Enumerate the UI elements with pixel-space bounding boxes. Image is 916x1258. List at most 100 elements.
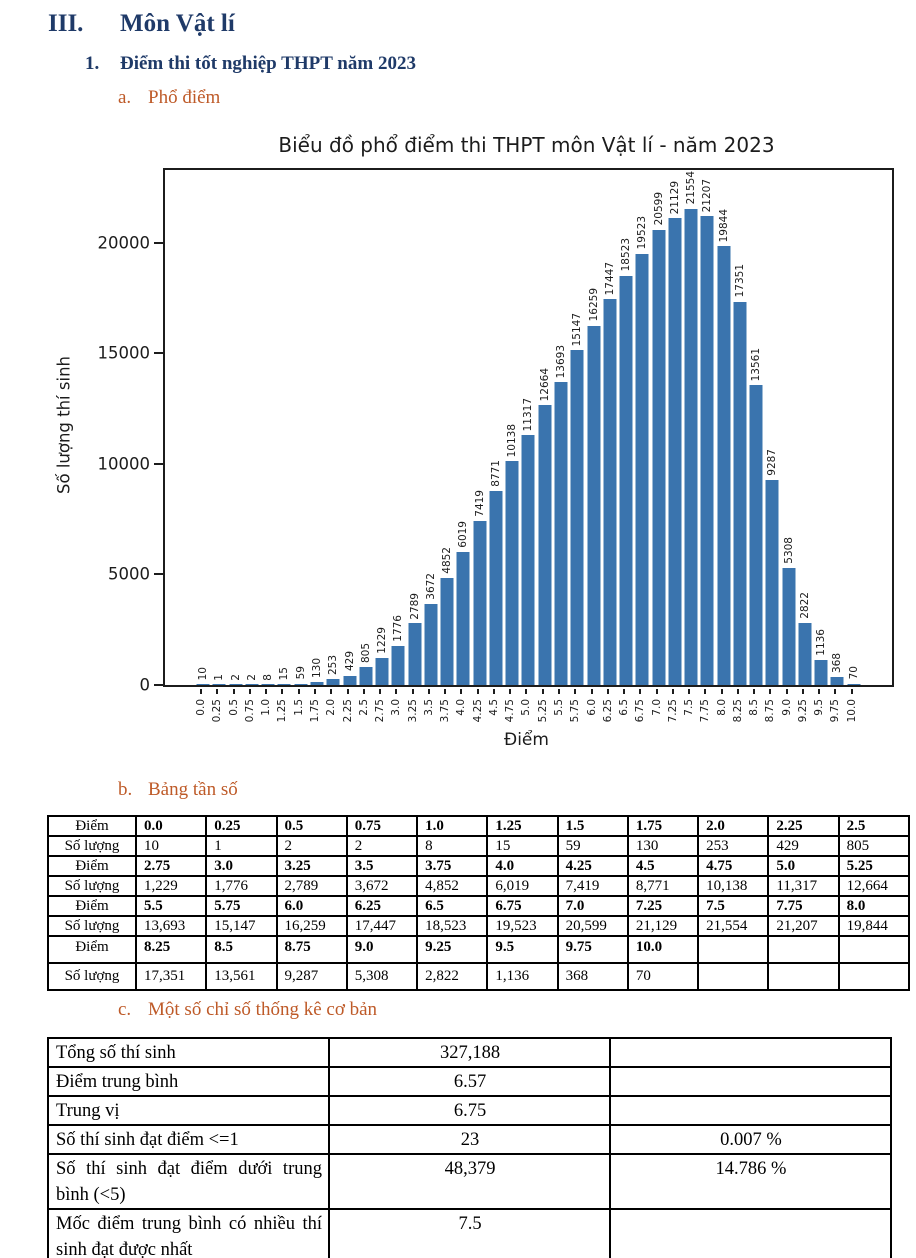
y-tick-mark: [154, 573, 163, 576]
freq-count-row: Số lượng 10 1 2 2 8 15 59 130 253 429 805: [47, 835, 911, 857]
bar: [245, 684, 259, 685]
freq-count-cell: 8: [416, 835, 489, 857]
stats-label-cell: Tổng số thí sinh: [47, 1037, 330, 1068]
freq-score-cell: 9.0: [345, 935, 419, 964]
bar-column: 7419: [472, 170, 488, 685]
bar-value-label: 10: [196, 667, 209, 681]
bar-column: 59: [293, 170, 309, 685]
freq-count-cell: 15: [486, 835, 559, 857]
bar-column: 21207: [699, 170, 715, 685]
x-tick: 0.0: [193, 689, 209, 745]
x-tick: 8.25: [730, 689, 746, 745]
freq-count-cell: 9,287: [275, 962, 348, 991]
bar-value-label: 19523: [636, 216, 649, 250]
x-tick-label: 7.5: [682, 699, 695, 716]
x-tick: 8.0: [714, 689, 730, 745]
x-tick: 1.0: [258, 689, 274, 745]
freq-score-cell: 8.25: [134, 935, 208, 964]
bar-value-label: 19844: [717, 209, 730, 243]
freq-count-cell: 16,259: [275, 915, 348, 937]
freq-score-row: Điểm 5.5 5.75 6.0 6.25 6.5 6.75 7.0 7.25 7.5 7.75 8…: [47, 895, 911, 917]
bar: [830, 676, 844, 685]
bar-column: 1776: [390, 170, 406, 685]
stats-percent-cell: [609, 1066, 892, 1097]
freq-score-cell: 8.5: [205, 935, 278, 964]
bar: [326, 679, 340, 685]
bar: [538, 405, 552, 685]
bar-value-label: 21129: [668, 180, 681, 214]
x-tick-label: 4.25: [471, 699, 484, 723]
bar-column: 19523: [634, 170, 650, 685]
frequency-table: Điểm 0.0 0.25 0.5 0.75 1.0 1.25 1.5 1.75 2.0 2.25 2…: [47, 815, 911, 991]
bar-value-label: 21207: [701, 178, 714, 213]
x-tick-label: 4.75: [503, 699, 516, 723]
freq-count-cell: 1: [205, 835, 278, 857]
bar-value-label: 1: [213, 673, 226, 681]
x-tick: 8.5: [746, 689, 762, 745]
freq-count-cell: 253: [697, 835, 770, 857]
x-tick-mark: [801, 689, 804, 694]
x-tick-label: 2.0: [325, 699, 337, 716]
freq-score-cell: 5.25: [837, 855, 911, 877]
x-tick: 5.75: [567, 689, 583, 745]
x-tick-label: 4.5: [487, 699, 500, 716]
freq-count-cell: 13,693: [134, 915, 208, 937]
x-tick: 2.5: [356, 689, 372, 745]
stats-percent-cell: [609, 1095, 892, 1126]
bar-column: 429: [341, 170, 357, 685]
x-tick: 7.25: [665, 689, 681, 745]
chart-x-ticks: 0.0 0.25 0.5 0.75 1.0 1.25 1.5 1.75 2.0 2.25 2.5 2.…: [193, 689, 860, 745]
freq-score-cell: 1.75: [626, 815, 700, 837]
freq-score-cell: 2.5: [837, 815, 911, 837]
bar-column: 18523: [618, 170, 634, 685]
x-tick-mark: [248, 689, 251, 694]
bar-column: 5308: [781, 170, 797, 685]
x-tick: 3.0: [388, 689, 404, 745]
freq-count-cell: 2,789: [275, 875, 348, 897]
y-tick-label: 5000: [108, 564, 150, 584]
x-tick: 1.75: [307, 689, 323, 745]
bar-value-label: 130: [310, 658, 323, 679]
x-tick-label: 6.25: [601, 699, 614, 723]
freq-count-cell: 805: [837, 835, 911, 857]
x-tick-mark: [411, 689, 414, 694]
freq-count-cell: 3,672: [345, 875, 419, 897]
stats-value-cell: 23: [328, 1124, 611, 1155]
freq-score-cell: 3.0: [205, 855, 278, 877]
bar: [749, 385, 763, 685]
bar-column: 9287: [764, 170, 780, 685]
bar-column: 8: [260, 170, 276, 685]
x-tick-mark: [476, 689, 479, 694]
x-tick-label: 5.25: [536, 699, 549, 723]
freq-score-cell: 8.75: [275, 935, 348, 964]
freq-count-cell: 12,664: [837, 875, 911, 897]
item-a-title: Phổ điểm: [148, 87, 221, 108]
freq-score-cell: 6.5: [416, 895, 489, 917]
freq-count-cell: 1,229: [134, 875, 208, 897]
x-tick-label: 8.5: [747, 699, 760, 716]
x-tick-mark: [232, 689, 235, 694]
freq-count-cell: 8,771: [626, 875, 700, 897]
freq-count-cell: 10: [134, 835, 208, 857]
bar: [489, 491, 503, 685]
bar: [603, 299, 617, 685]
bar-value-label: 6019: [457, 521, 470, 548]
bar: [635, 253, 649, 685]
x-tick-mark: [444, 689, 447, 694]
freq-score-cell: 6.75: [486, 895, 559, 917]
bar-column: 1136: [813, 170, 829, 685]
y-tick-label: 10000: [97, 454, 151, 474]
x-tick: 9.25: [795, 689, 811, 745]
freq-score-row: Điểm 8.25 8.5 8.75 9.0 9.25 9.5 9.75 10.0: [47, 935, 911, 964]
bar-column: 16259: [585, 170, 601, 685]
freq-count-row: Số lượng 1,229 1,776 2,789 3,672 4,852 6,019 7,…: [47, 875, 911, 897]
x-tick-label: 7.75: [699, 699, 712, 723]
x-tick-label: 2.25: [341, 699, 354, 723]
stats-value-cell: 6.75: [328, 1095, 611, 1126]
bar-column: 21554: [683, 170, 699, 685]
freq-score-cell: 3.25: [275, 855, 348, 877]
freq-score-cell: 2.0: [697, 815, 770, 837]
bar-value-label: 13693: [554, 344, 567, 379]
x-tick: 7.5: [681, 689, 697, 745]
x-tick-mark: [769, 689, 772, 694]
